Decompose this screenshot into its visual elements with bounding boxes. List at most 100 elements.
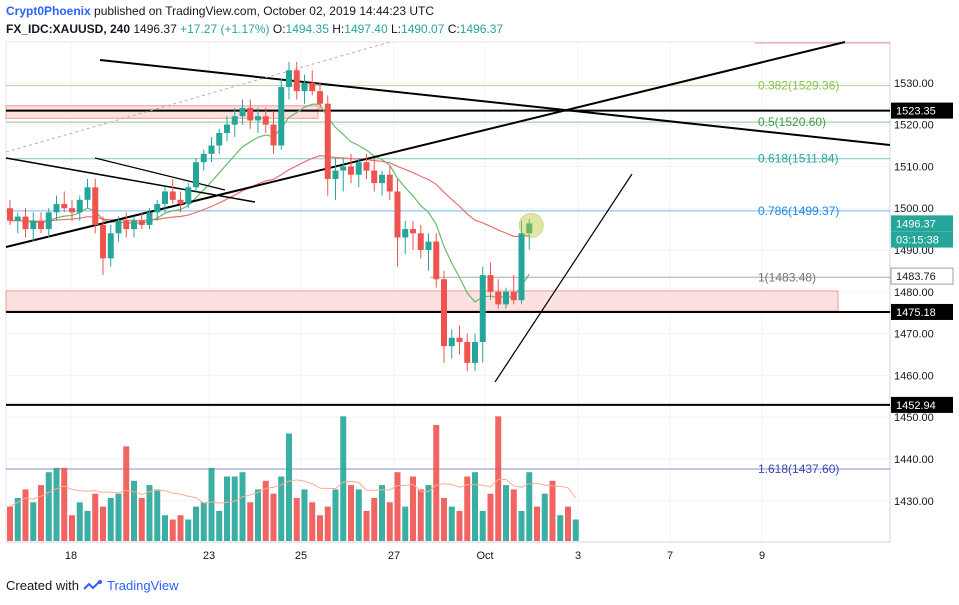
candle-body	[503, 291, 509, 305]
support-resistance-zone	[5, 290, 839, 312]
tradingview-brand-link[interactable]: TradingView	[106, 578, 179, 593]
change-value: +17.27 (+1.17%)	[180, 22, 270, 36]
published-text: published on TradingView.com, October 02…	[94, 4, 435, 18]
volume-bar	[76, 502, 83, 541]
volume-bar	[200, 502, 207, 541]
volume-bar	[53, 467, 60, 541]
volume-bar	[84, 510, 91, 541]
candle-body	[286, 70, 292, 87]
candle-body	[526, 223, 533, 234]
time-tick-label: 27	[388, 550, 400, 562]
volume-bar	[355, 489, 362, 541]
price-level-badge-bg	[891, 268, 953, 285]
candle-body	[487, 275, 494, 292]
volume-bar	[123, 446, 130, 541]
volume-bar	[565, 506, 571, 541]
footer: Created with TradingView	[6, 578, 179, 593]
candle-body	[309, 82, 316, 92]
high-value: 1497.40	[344, 22, 388, 36]
candle-body	[293, 70, 300, 92]
time-tick-label: 25	[295, 550, 307, 562]
price-tick-label: 1510.00	[894, 161, 934, 173]
dashed-trend-line	[5, 41, 391, 153]
volume-bar	[371, 498, 378, 541]
trend-line	[494, 173, 633, 383]
volume-bar	[317, 515, 323, 541]
volume-bar	[448, 506, 455, 541]
candle-body	[208, 145, 215, 154]
candle-body	[224, 124, 230, 133]
volume-bar	[425, 485, 432, 541]
time-tick-label: 18	[65, 550, 77, 562]
volume-bar	[239, 472, 246, 541]
candle-body	[348, 166, 354, 175]
volume-bar	[363, 510, 370, 541]
bar-countdown-badge-bg	[891, 231, 953, 248]
volume-bar	[69, 515, 75, 541]
price-tick-label: 1490.00	[894, 245, 934, 257]
candle-body	[363, 162, 370, 171]
volume-bar	[301, 489, 308, 541]
level-price-badge: 1475.18	[896, 307, 936, 319]
volume-bar	[38, 485, 44, 541]
volume-bar	[572, 519, 579, 541]
price-tick-label: 1470.00	[894, 329, 934, 341]
candle-body	[317, 91, 323, 104]
author-link[interactable]: Crypt0Phoenix	[6, 4, 91, 18]
candle-body	[138, 220, 145, 225]
candle-body	[239, 107, 246, 117]
time-tick-label: 23	[203, 550, 215, 562]
volume-bar	[216, 510, 223, 541]
highlight-marker	[518, 212, 544, 238]
volume-bar	[557, 515, 564, 541]
volume-bar	[293, 498, 300, 541]
candle-body	[123, 220, 130, 230]
candle-body	[464, 341, 471, 363]
volume-average-line	[9, 479, 577, 508]
candle-body	[107, 233, 114, 259]
candle-body	[495, 291, 502, 305]
close-value: 1496.37	[459, 22, 504, 36]
level-price-badge-bg	[891, 102, 953, 119]
volume-bar	[30, 502, 37, 541]
fib-level-label: 0.618(1511.84)	[758, 152, 839, 166]
candle-body	[45, 212, 52, 230]
volume-bar	[534, 506, 540, 541]
volume-bar	[162, 515, 168, 541]
time-tick-label: Oct	[476, 550, 493, 562]
volume-bar	[487, 493, 494, 541]
tradingview-logo-icon	[83, 579, 102, 590]
candle-body	[177, 199, 184, 205]
candle-body	[38, 220, 44, 230]
candle-body	[510, 291, 517, 301]
volume-bar	[7, 506, 13, 541]
volume-bar	[433, 424, 440, 541]
candle-body	[200, 153, 207, 163]
volume-bar	[464, 476, 471, 541]
created-with-text: Created with	[6, 578, 79, 593]
volume-bar	[324, 506, 331, 541]
high-label: H:	[332, 22, 345, 36]
level-price-badge: 1452.94	[896, 400, 936, 412]
price-level-badge: 1483.76	[896, 271, 936, 283]
volume-bar	[169, 519, 176, 541]
fib-level-label: 1(1483.48)	[758, 270, 816, 284]
volume-bar	[100, 506, 106, 541]
candle-body	[53, 204, 60, 213]
volume-bar	[154, 489, 161, 541]
candle-body	[355, 162, 362, 175]
level-price-badge: 1523.35	[896, 106, 936, 118]
price-tick-label: 1530.00	[894, 78, 934, 90]
candle-body	[402, 229, 409, 238]
volume-bar	[185, 519, 192, 541]
candle-body	[131, 220, 137, 230]
price-tick-label: 1460.00	[894, 370, 934, 382]
volume-bar	[402, 506, 409, 541]
candle-body	[92, 187, 99, 225]
last-price-badge: 1496.37	[896, 218, 936, 230]
volume-bar	[479, 510, 486, 541]
fib-level-label: 0.786(1499.37)	[758, 204, 839, 218]
trend-line	[94, 157, 226, 191]
volume-bar	[510, 489, 517, 541]
